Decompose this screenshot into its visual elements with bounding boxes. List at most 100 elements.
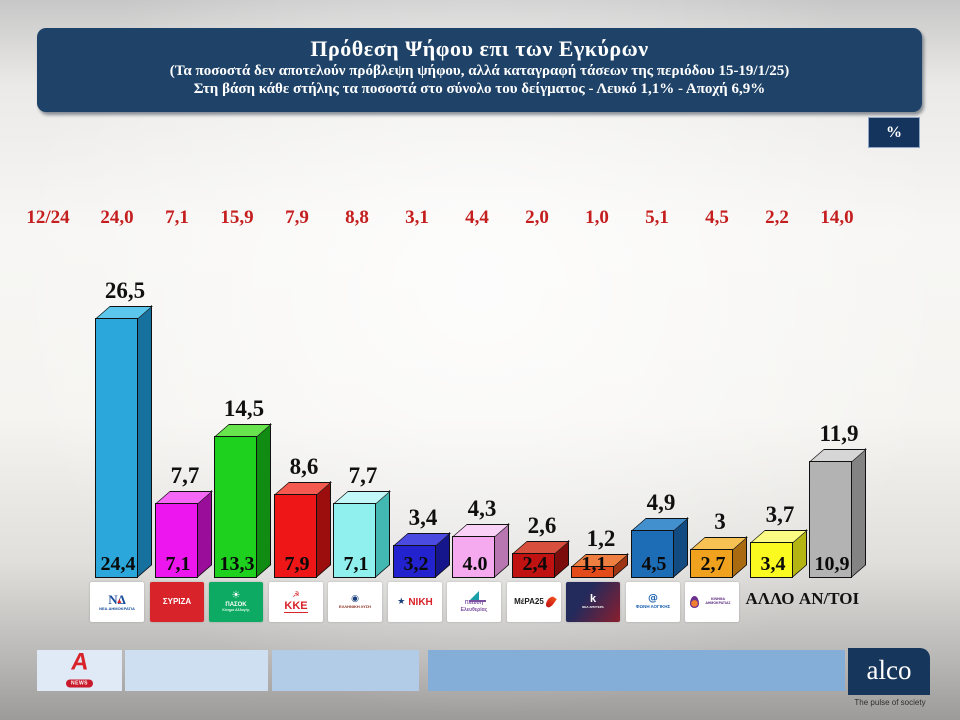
hammer-sickle-icon: ☭	[292, 589, 300, 599]
party-logo: ◉ ΕΛΛΗΝΙΚΗ ΛΥΣΗ	[328, 582, 382, 622]
bar-value-label: 11,9	[819, 421, 859, 446]
bar-value-label: 7,7	[348, 463, 378, 488]
bar-value-label: 3,7	[765, 502, 795, 527]
party-logo-text: ΝΙΚΗ	[408, 596, 433, 608]
party-logo-text: ΚΙΝΗΜΑ ΔΗΜΟΚΡΑΤΙΑΣ	[705, 597, 731, 605]
party-logo-text: ΠΑΣΟΚ	[225, 601, 247, 608]
sun-icon: ☀	[231, 589, 241, 601]
party-logo-text: Πλεύση	[464, 600, 484, 606]
party-logo-text: ΚΚΕ	[284, 599, 308, 614]
previous-value: 24,0	[100, 207, 134, 228]
star-icon: ★	[397, 596, 406, 607]
bar-value-label: 4,9	[646, 490, 676, 515]
footer: A NEWS alco The pulse of society	[0, 645, 960, 720]
party-logo: @ ΦΩΝΗ ΛΟΓΙΚΗΣ	[626, 582, 680, 622]
nd-monogram-icon: ΝΔ ▲	[108, 591, 126, 607]
footer-block-3	[272, 650, 419, 691]
previous-value: 2,2	[765, 207, 789, 228]
bar-front-face	[571, 566, 614, 578]
previous-value: 7,9	[285, 207, 309, 228]
party-logo-subtext: Κίνημα Αλλαγής	[222, 608, 250, 613]
bar-base-label: 13,3	[219, 553, 255, 575]
bar-front-face	[393, 545, 436, 578]
bar-value-label: 7,7	[170, 463, 200, 488]
bar-front-face	[95, 318, 138, 578]
bar-base-label: 10,9	[814, 553, 850, 575]
previous-poll-date: 12/24	[26, 207, 70, 228]
percent-badge: %	[868, 117, 920, 148]
previous-value: 5,1	[645, 207, 669, 228]
bar-front-face	[690, 549, 733, 578]
bar-front-face	[631, 530, 674, 578]
bar-front-face	[452, 536, 495, 578]
bar-base-label: 4,5	[641, 553, 667, 575]
bar-side-face	[136, 304, 152, 578]
bar-value-label: 3	[714, 509, 726, 534]
bar-base-label: 7,9	[284, 553, 310, 575]
party-logo-text: ΝΕΑ ΔΗΜΟΚΡΑΤΙΑ	[99, 605, 135, 611]
alco-tagline: The pulse of society	[854, 698, 926, 707]
footer-block-4	[428, 650, 845, 691]
party-logo: ΜέΡΑ25	[507, 582, 561, 622]
bar-front-face	[274, 494, 317, 578]
bar-front-face	[214, 436, 257, 578]
bar-value-label: 14,5	[223, 396, 265, 421]
bar-base-label: 2,7	[700, 553, 726, 575]
previous-value: 7,1	[165, 207, 189, 228]
chart: 26,5 24,4 7,7 7,1 14,5 13,3 8,6 7,9 7,7 7,1 3,4 3,2…	[95, 279, 867, 578]
bar-value-label: 2,6	[527, 513, 557, 538]
bar-value-label: 3,4	[408, 505, 438, 530]
bar-value-label: 1,2	[586, 526, 616, 551]
header-subtitle-2: Στη βάση κάθε στήλης τα ποσοστά στο σύνο…	[193, 81, 766, 97]
column-text-label: ΑΛΛΟ	[745, 589, 795, 608]
previous-value: 8,8	[345, 207, 369, 228]
bar-front-face	[512, 553, 555, 578]
bar-front-face	[155, 503, 198, 578]
bar-front-face	[750, 542, 793, 578]
party-logo: ☭ ΚΚΕ	[269, 582, 323, 622]
bar-base-label: 3,4	[760, 553, 786, 575]
page-title: Πρόθεση Ψήφου επι των Εγκύρων	[310, 36, 649, 61]
previous-value: 1,0	[585, 207, 609, 228]
header-subtitle-1: (Τα ποσοστά δεν αποτελούν πρόβλεψη ψήφου…	[169, 63, 790, 79]
party-logo-text: ΣΥΡΙΖΑ	[162, 596, 192, 606]
bar-front-face	[809, 461, 852, 578]
footer-block-1: A NEWS	[37, 648, 122, 691]
party-logo: k ΝΕΑ ΑΡΙΣΤΕΡΑ	[566, 582, 620, 622]
alpha-a-icon: A	[68, 648, 91, 675]
party-logo-text: ΦΩΝΗ ΛΟΓΙΚΗΣ	[635, 604, 671, 610]
bar-base-label: 24,4	[100, 553, 136, 575]
party-logo-text: ΕΛΛΗΝΙΚΗ ΛΥΣΗ	[339, 603, 371, 609]
alpha-news-logo: A NEWS	[58, 648, 102, 689]
footer-block-2	[125, 650, 268, 691]
party-logo-subtext: Ελευθερίας	[460, 606, 488, 613]
party-logo: ΣΥΡΙΖΑ	[150, 582, 204, 622]
bar-base-label: 4.0	[462, 553, 488, 575]
bar-value-label: 4,3	[467, 496, 497, 521]
previous-value: 3,1	[405, 207, 429, 228]
party-logo-text: ΝΕΑ ΑΡΙΣΤΕΡΑ	[582, 605, 604, 610]
previous-value: 2,0	[525, 207, 549, 228]
swirl-icon: @	[648, 593, 658, 605]
party-logos-row: ΝΔ ▲ ΝΕΑ ΔΗΜΟΚΡΑΤΙΑ ΣΥΡΙΖΑ ☀ ΠΑΣΟΚ Κίνημα Αλλα…	[0, 582, 960, 628]
bar-base-label: 1,1	[581, 553, 607, 575]
walking-figure-icon: k	[589, 593, 597, 606]
bar-base-label: 2,4	[522, 553, 548, 575]
party-logo: ★ ΝΙΚΗ	[388, 582, 442, 622]
header-panel: Πρόθεση Ψήφου επι των Εγκύρων (Τα ποσοστ…	[37, 28, 922, 112]
previous-value: 15,9	[220, 207, 254, 228]
tulip-icon	[690, 596, 699, 608]
alpha-news-badge: NEWS	[66, 679, 93, 687]
party-logo: ΚΙΝΗΜΑ ΔΗΜΟΚΡΑΤΙΑΣ	[685, 582, 739, 622]
bar-front-face	[333, 503, 376, 578]
bar-base-label: 7,1	[343, 553, 369, 575]
party-logo: ☀ ΠΑΣΟΚ Κίνημα Αλλαγής	[209, 582, 263, 622]
column-text-label: ΑΝ/ΤΟΙ	[798, 589, 860, 608]
flame-icon	[544, 595, 557, 609]
bar-value-label: 8,6	[289, 454, 319, 479]
party-logo-text: ΜέΡΑ25	[514, 596, 544, 606]
alco-logo: alco	[848, 648, 930, 695]
previous-value: 4,4	[465, 207, 489, 228]
